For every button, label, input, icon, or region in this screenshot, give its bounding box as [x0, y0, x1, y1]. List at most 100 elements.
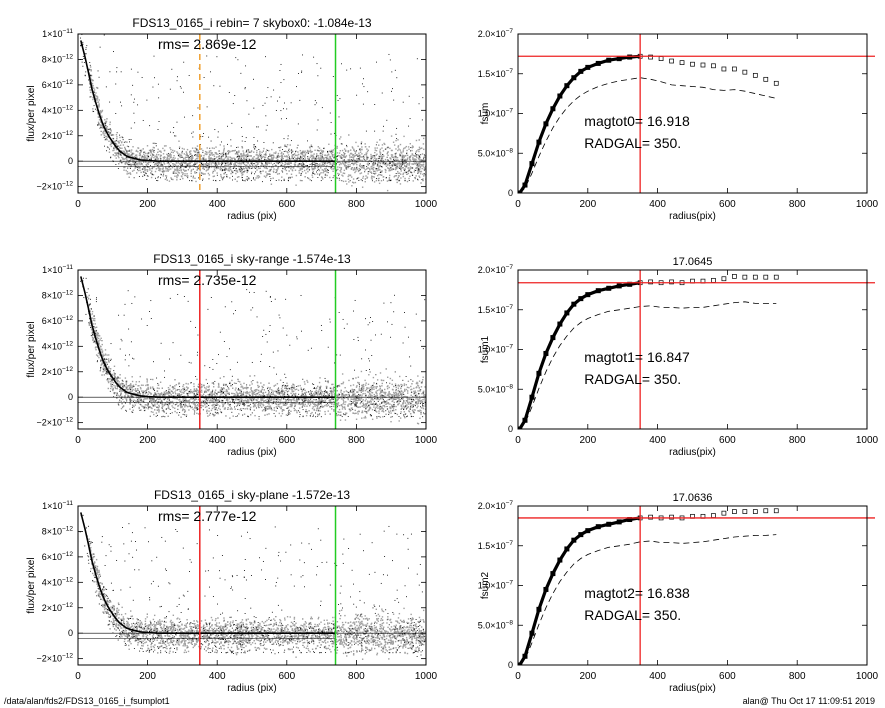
scatter-point [204, 173, 206, 175]
scatter-point [394, 412, 396, 415]
scatter-point [110, 145, 113, 148]
scatter-point [412, 146, 414, 148]
scatter-point [319, 410, 321, 412]
scatter-point [290, 140, 292, 142]
scatter-point [345, 161, 347, 164]
scatter-point [109, 71, 111, 73]
scatter-point [122, 139, 124, 141]
scatter-point [102, 130, 105, 133]
scatter-point [366, 176, 369, 178]
scatter-point [332, 177, 334, 179]
scatter-point [256, 161, 258, 164]
scatter-point [179, 178, 181, 180]
scatter-point [248, 400, 250, 402]
scatter-point [421, 119, 423, 121]
scatter-point [195, 393, 198, 396]
scatter-point [193, 398, 195, 400]
scatter-point [172, 157, 175, 159]
scatter-point [197, 167, 199, 169]
scatter-point [143, 398, 145, 401]
scatter-point [332, 383, 334, 386]
scatter-point [288, 166, 290, 169]
scatter-point [300, 175, 302, 176]
scatter-point [152, 162, 154, 164]
scatter-point [272, 166, 274, 168]
scatter-point [223, 172, 225, 175]
scatter-point [264, 102, 266, 104]
scatter-point [323, 162, 325, 164]
scatter-point [122, 390, 125, 392]
scatter-point [188, 157, 190, 160]
scatter-point [347, 164, 349, 166]
scatter-point [207, 168, 209, 171]
scatter-point [291, 404, 293, 406]
scatter-point [344, 412, 347, 414]
scatter-point [331, 401, 333, 404]
scatter-point [126, 151, 128, 153]
scatter-point [316, 385, 319, 388]
scatter-point [168, 407, 170, 410]
scatter-point [196, 166, 199, 169]
scatter-point [187, 392, 190, 395]
scatter-point [207, 398, 210, 400]
scatter-point [322, 178, 324, 180]
scatter-point [145, 152, 147, 155]
scatter-point [213, 405, 216, 408]
x-tick-label: 0 [75, 199, 81, 210]
scatter-point [366, 406, 368, 409]
scatter-point [164, 178, 167, 181]
scatter-point [384, 158, 387, 161]
scatter-point [162, 164, 164, 166]
scatter-point [224, 168, 226, 170]
scatter-point [369, 390, 372, 392]
scatter-point [156, 180, 158, 181]
scatter-point [213, 158, 215, 160]
scatter-point [366, 148, 368, 150]
scatter-point [304, 156, 306, 158]
scatter-point [269, 388, 271, 390]
scatter-point [93, 105, 95, 107]
scatter-point [344, 156, 347, 159]
scatter-point [311, 168, 314, 171]
scatter-point [326, 174, 328, 177]
scatter-point [389, 410, 392, 412]
scatter-point [196, 162, 198, 164]
scatter-point [129, 168, 131, 169]
scatter-point [216, 164, 218, 166]
scatter-point [124, 158, 126, 160]
scatter-point [373, 155, 375, 157]
scatter-point [375, 397, 377, 400]
scatter-point [98, 76, 100, 78]
scatter-point [278, 389, 280, 392]
scatter-point [403, 135, 405, 138]
scatter-point [193, 409, 196, 412]
scatter-point [269, 159, 271, 161]
scatter-point [185, 382, 187, 385]
scatter-point [262, 155, 265, 158]
scatter-point [99, 124, 101, 126]
scatter-point [294, 154, 297, 157]
scatter-point [413, 162, 416, 164]
scatter-point [336, 394, 338, 397]
scatter-point [202, 393, 205, 395]
scatter-point [362, 390, 364, 392]
scatter-point [168, 162, 170, 164]
scatter-point [370, 158, 372, 160]
scatter-point [305, 391, 307, 393]
scatter-point [209, 147, 211, 149]
scatter-point [208, 395, 210, 397]
scatter-point [326, 405, 328, 407]
scatter-point [368, 159, 371, 162]
scatter-point [173, 158, 175, 161]
scatter-point [377, 157, 380, 160]
scatter-point [399, 149, 401, 151]
scatter-point [378, 158, 380, 159]
scatter-point [108, 29, 109, 30]
scatter-point [340, 168, 342, 170]
scatter-point [358, 157, 361, 159]
scatter-point [318, 158, 321, 161]
scatter-point [267, 157, 269, 159]
scatter-point [328, 161, 330, 163]
